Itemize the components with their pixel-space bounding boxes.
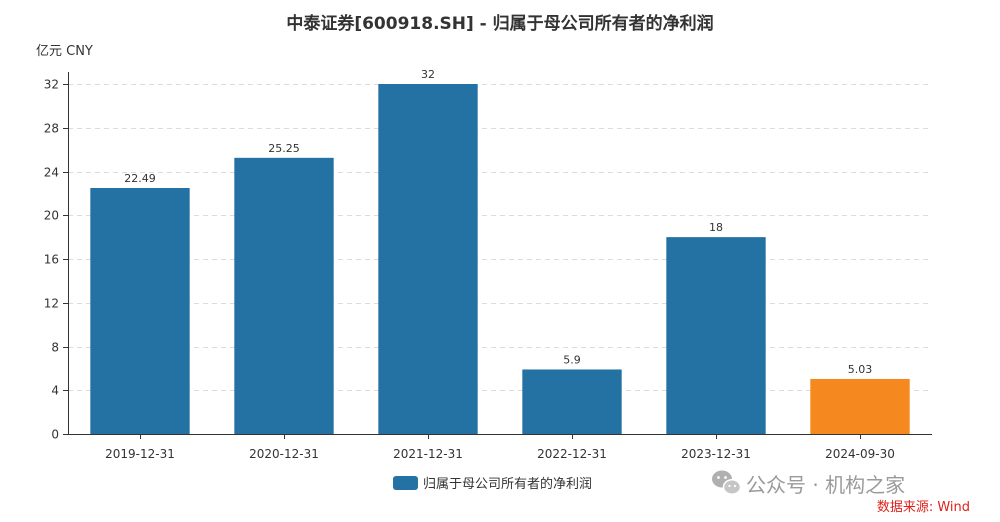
y-tick-label: 16: [44, 253, 59, 267]
data-label: 5.03: [848, 363, 873, 376]
data-labels: 22.49 25.25 32 5.9 18 5.03: [124, 68, 872, 376]
wechat-icon: [712, 470, 742, 495]
watermark-text: 公众号 · 机构之家: [746, 473, 905, 497]
bar[interactable]: [522, 369, 622, 434]
x-tick-label: 2022-12-31: [537, 447, 607, 461]
bar[interactable]: [666, 237, 766, 434]
data-label: 32: [421, 68, 435, 81]
data-label: 22.49: [124, 172, 156, 185]
data-label: 5.9: [563, 353, 581, 366]
y-axis-unit: 亿元 CNY: [36, 44, 93, 59]
x-tick-label: 2019-12-31: [105, 447, 175, 461]
y-tick-label: 0: [51, 428, 59, 442]
y-tick-label: 8: [51, 341, 59, 355]
y-tick-label: 32: [44, 78, 59, 92]
y-axis-ticks: 0 4 8 12 16 20 24 28 32: [44, 78, 68, 442]
legend-label: 归属于母公司所有者的净利润: [423, 476, 592, 492]
gridlines: [68, 84, 932, 391]
x-tick-label: 2021-12-31: [393, 447, 463, 461]
bars: [90, 84, 910, 434]
legend-swatch: [393, 476, 418, 490]
bar[interactable]: [234, 157, 334, 434]
bar[interactable]: [378, 84, 478, 434]
watermark: 公众号 · 机构之家: [712, 470, 905, 497]
x-tick-label: 2023-12-31: [681, 447, 751, 461]
x-tick-label: 2024-09-30: [825, 447, 895, 461]
data-label: 25.25: [268, 142, 300, 155]
y-tick-label: 20: [44, 209, 59, 223]
y-tick-label: 24: [44, 166, 59, 180]
x-axis-ticks: 2019-12-31 2020-12-31 2021-12-31 2022-12-31…: [105, 434, 895, 461]
bar[interactable]: [90, 188, 190, 434]
y-tick-label: 4: [51, 384, 59, 398]
legend[interactable]: 归属于母公司所有者的净利润: [393, 476, 592, 492]
source-note: 数据来源: Wind: [877, 500, 970, 515]
x-tick-label: 2020-12-31: [249, 447, 319, 461]
bar[interactable]: [810, 378, 910, 434]
chart-title: 中泰证券[600918.SH] - 归属于母公司所有者的净利润: [286, 13, 713, 34]
data-label: 18: [709, 221, 723, 234]
y-tick-label: 28: [44, 122, 59, 136]
y-tick-label: 12: [44, 297, 59, 311]
